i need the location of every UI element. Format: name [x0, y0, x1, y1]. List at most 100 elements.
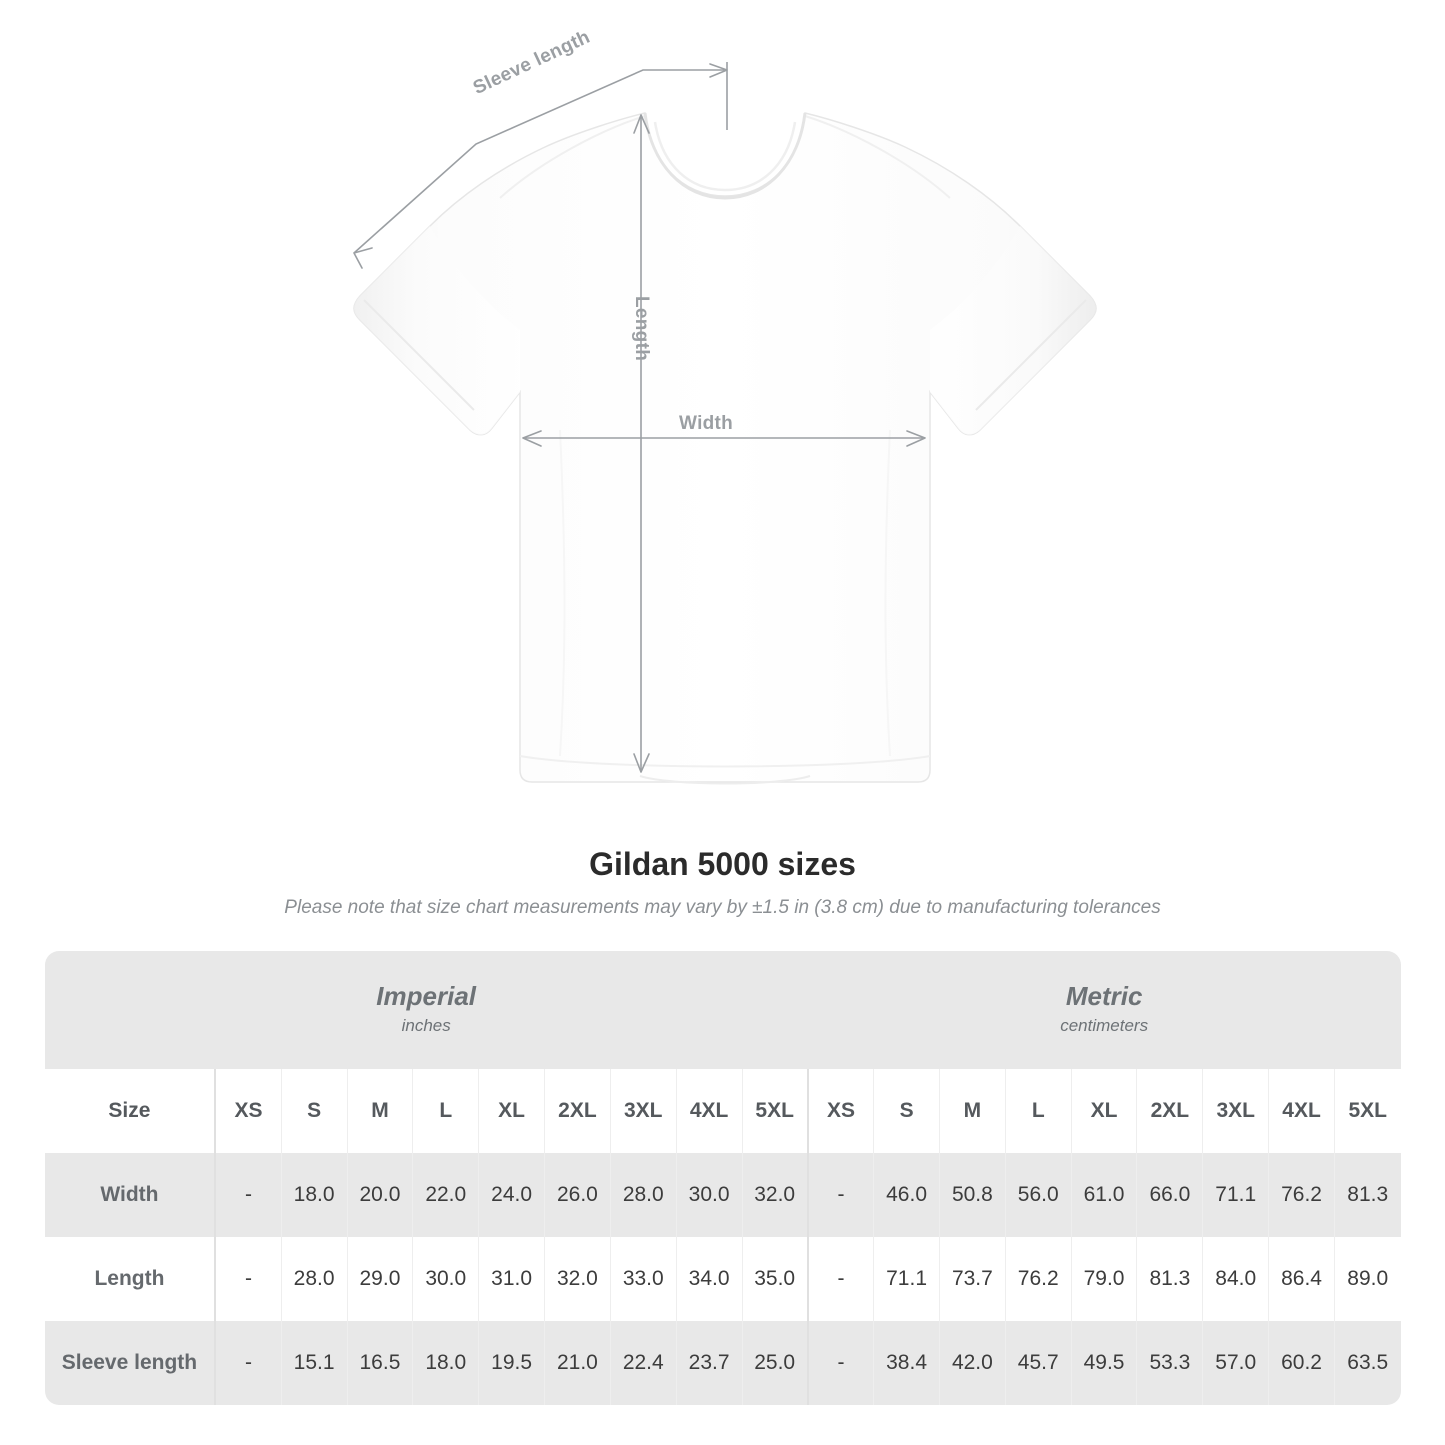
tolerance-note: Please note that size chart measurements… [284, 897, 1161, 918]
cell-sleeve-length-metric-l: 45.7 [1005, 1321, 1072, 1405]
cell-sleeve-length-imperial-l: 18.0 [412, 1321, 480, 1405]
row-header-length: Length [44, 1237, 217, 1321]
metric-unit: centimeters [1060, 1016, 1149, 1035]
cell-length-metric-s: 71.1 [873, 1237, 940, 1321]
cell-width-imperial-s: 18.0 [281, 1153, 348, 1237]
cell-width-imperial-3xl: 28.0 [610, 1153, 677, 1237]
table-body: Size XS S M L XL 2XL 3XL 4XL 5XL XS S M L XL 2XL 3XL 4XL 5… [44, 1069, 1401, 1405]
column-header-metric-m: M [939, 1069, 1006, 1153]
sleeve-length-arrow [353, 62, 728, 269]
cell-length-imperial-2xl: 32.0 [544, 1237, 611, 1321]
column-header-metric-xl: XL [1071, 1069, 1138, 1153]
cell-length-metric-l: 76.2 [1005, 1237, 1072, 1321]
cell-width-metric-l: 56.0 [1005, 1153, 1072, 1237]
tshirt-body-shape [353, 112, 1097, 785]
column-header-metric-l: L [1005, 1069, 1072, 1153]
cell-width-metric-m: 50.8 [939, 1153, 1006, 1237]
cell-width-imperial-xl: 24.0 [478, 1153, 546, 1237]
cell-length-metric-5xl: 89.0 [1334, 1237, 1401, 1321]
page-title: Gildan 5000 sizes [589, 846, 856, 882]
column-header-imperial-2xl: 2XL [544, 1069, 611, 1153]
cell-sleeve-length-metric-s: 38.4 [873, 1321, 940, 1405]
cell-width-metric-xs: - [807, 1153, 875, 1237]
cell-sleeve-length-imperial-2xl: 21.0 [544, 1321, 611, 1405]
title-block: Gildan 5000 sizes Please note that size … [0, 846, 1445, 919]
cell-length-metric-m: 73.7 [939, 1237, 1006, 1321]
cell-length-imperial-s: 28.0 [281, 1237, 348, 1321]
cell-width-metric-3xl: 71.1 [1202, 1153, 1270, 1237]
column-header-imperial-m: M [347, 1069, 414, 1153]
metric-label: Metric [1065, 980, 1143, 1011]
width-arrow [522, 430, 926, 447]
cell-width-imperial-5xl: 32.0 [742, 1153, 809, 1237]
cell-length-metric-xs: - [807, 1237, 875, 1321]
column-header-metric-s: S [873, 1069, 940, 1153]
cell-width-metric-2xl: 66.0 [1136, 1153, 1204, 1237]
cell-length-imperial-xl: 31.0 [478, 1237, 546, 1321]
cell-width-metric-5xl: 81.3 [1334, 1153, 1401, 1237]
cell-sleeve-length-metric-4xl: 60.2 [1268, 1321, 1335, 1405]
cell-sleeve-length-imperial-3xl: 22.4 [610, 1321, 677, 1405]
cell-sleeve-length-metric-xs: - [807, 1321, 875, 1405]
unit-band-row: Imperial inches Metric centimeters [44, 951, 1401, 1069]
cell-width-imperial-m: 20.0 [347, 1153, 414, 1237]
cell-sleeve-length-imperial-xs: - [215, 1321, 282, 1405]
cell-sleeve-length-metric-m: 42.0 [939, 1321, 1006, 1405]
column-header-imperial-xs: XS [215, 1069, 282, 1153]
cell-sleeve-length-metric-5xl: 63.5 [1334, 1321, 1401, 1405]
cell-sleeve-length-metric-3xl: 57.0 [1202, 1321, 1270, 1405]
cell-length-metric-3xl: 84.0 [1202, 1237, 1270, 1321]
cell-length-imperial-3xl: 33.0 [610, 1237, 677, 1321]
cell-sleeve-length-imperial-m: 16.5 [347, 1321, 414, 1405]
cell-width-imperial-l: 22.0 [412, 1153, 480, 1237]
width-label: Width [679, 413, 734, 434]
size-chart-table-wrapper: Imperial inches Metric centimeters Size X… [44, 951, 1401, 1405]
cell-sleeve-length-metric-2xl: 53.3 [1136, 1321, 1204, 1405]
size-chart-table: Imperial inches Metric centimeters Size X… [44, 951, 1401, 1405]
cell-length-metric-xl: 79.0 [1071, 1237, 1138, 1321]
table-row: Length -28.0 29.0 30.0 31.0 32.0 33.0 34.0 35.0-… [44, 1237, 1401, 1321]
cell-width-metric-s: 46.0 [873, 1153, 940, 1237]
column-header-imperial-s: S [281, 1069, 348, 1153]
column-header-imperial-5xl: 5XL [742, 1069, 809, 1153]
cell-length-imperial-xs: - [215, 1237, 282, 1321]
table-row: Width -18.0 20.0 22.0 24.0 26.0 28.0 30.0 32.0-4… [44, 1153, 1401, 1237]
table-header-row: Size XS S M L XL 2XL 3XL 4XL 5XL XS S M L XL 2XL 3XL 4XL 5… [44, 1069, 1401, 1153]
measurement-arrows [353, 62, 926, 773]
cell-sleeve-length-imperial-4xl: 23.7 [676, 1321, 743, 1405]
cell-length-imperial-l: 30.0 [412, 1237, 480, 1321]
cell-sleeve-length-imperial-s: 15.1 [281, 1321, 348, 1405]
tshirt-illustration [353, 62, 1097, 785]
column-header-imperial-3xl: 3XL [610, 1069, 677, 1153]
imperial-label: Imperial [376, 980, 477, 1011]
cell-width-metric-xl: 61.0 [1071, 1153, 1138, 1237]
cell-length-imperial-m: 29.0 [347, 1237, 414, 1321]
cell-width-imperial-4xl: 30.0 [676, 1153, 743, 1237]
column-header-imperial-l: L [412, 1069, 480, 1153]
metric-header-cell: Metric centimeters [807, 951, 1401, 1069]
cell-sleeve-length-metric-xl: 49.5 [1071, 1321, 1138, 1405]
column-header-imperial-xl: XL [478, 1069, 546, 1153]
length-arrow [633, 114, 650, 773]
tshirt-measurement-diagram: Sleeve length Length Width [353, 27, 1097, 785]
row-header-sleeve-length: Sleeve length [44, 1321, 217, 1405]
cell-width-imperial-xs: - [215, 1153, 282, 1237]
column-header-metric-3xl: 3XL [1202, 1069, 1270, 1153]
column-header-size: Size [44, 1069, 217, 1153]
column-header-metric-2xl: 2XL [1136, 1069, 1204, 1153]
cell-length-imperial-4xl: 34.0 [676, 1237, 743, 1321]
column-header-metric-5xl: 5XL [1334, 1069, 1401, 1153]
cell-width-imperial-2xl: 26.0 [544, 1153, 611, 1237]
cell-width-metric-4xl: 76.2 [1268, 1153, 1335, 1237]
column-header-metric-4xl: 4XL [1268, 1069, 1335, 1153]
column-header-imperial-4xl: 4XL [676, 1069, 743, 1153]
cell-length-imperial-5xl: 35.0 [742, 1237, 809, 1321]
cell-sleeve-length-imperial-5xl: 25.0 [742, 1321, 809, 1405]
table-row: Sleeve length -15.1 16.5 18.0 19.5 21.0 22.4 23… [44, 1321, 1401, 1405]
cell-length-metric-4xl: 86.4 [1268, 1237, 1335, 1321]
table-unit-header: Imperial inches Metric centimeters [44, 951, 1401, 1069]
column-header-metric-xs: XS [807, 1069, 875, 1153]
cell-sleeve-length-imperial-xl: 19.5 [478, 1321, 546, 1405]
imperial-header-cell: Imperial inches [44, 951, 808, 1069]
cell-length-metric-2xl: 81.3 [1136, 1237, 1204, 1321]
